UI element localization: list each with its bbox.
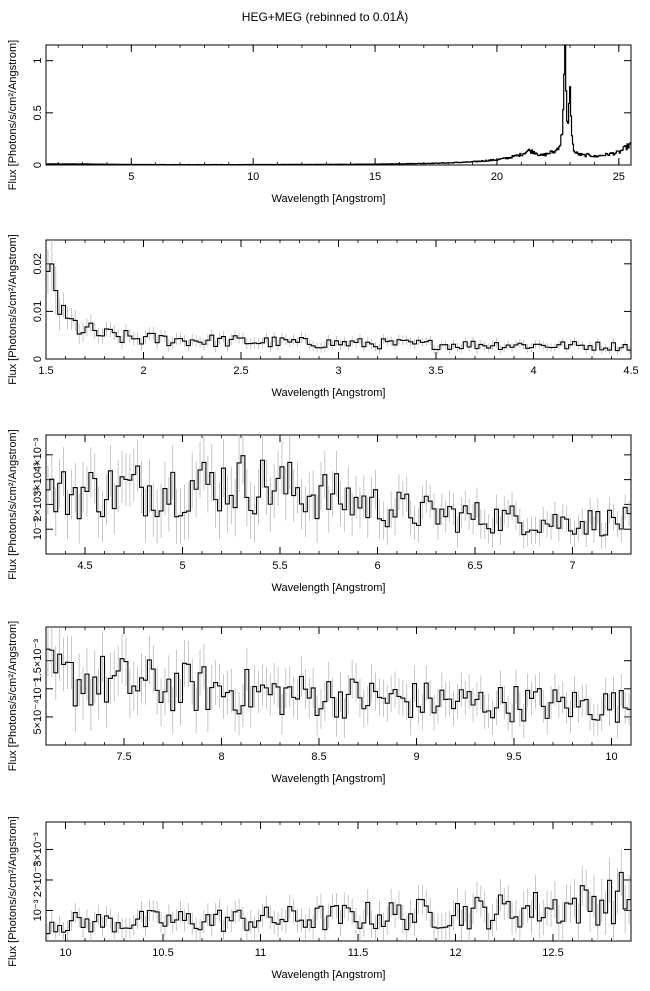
x-tick-label: 3.5: [428, 365, 443, 377]
error-bars: [47, 627, 630, 739]
y-axis-label: Flux [Photons/s/cm²/Angstrom]: [7, 621, 19, 771]
x-tick-label: 11: [255, 947, 266, 959]
y-tick-label: 0: [32, 162, 44, 168]
x-tick-label: 4.5: [623, 365, 638, 377]
spectrum-series: [46, 263, 631, 352]
x-tick-label: 12.5: [542, 947, 563, 959]
y-tick-label: 0.5: [32, 105, 44, 120]
x-axis-label: Wavelength [Angstrom]: [272, 193, 386, 205]
y-tick-label: 0: [32, 356, 44, 362]
y-axis-label: Flux [Photons/s/cm²/Angstrom]: [7, 234, 19, 384]
x-tick-label: 15: [369, 171, 381, 183]
spectrum-series: [46, 455, 631, 537]
x-tick-label: 6.5: [467, 560, 482, 572]
y-tick-label: 10⁻³: [32, 899, 44, 921]
error-bars: [47, 848, 630, 941]
x-tick-label: 10: [605, 751, 617, 763]
y-tick-label: 5×10⁻⁴: [32, 699, 44, 735]
y-tick-label: 3×10⁻³: [32, 832, 44, 867]
x-tick-label: 9.5: [506, 751, 521, 763]
error-bars: [47, 240, 630, 355]
y-tick-label: 1: [32, 58, 44, 64]
x-tick-label: 6: [374, 560, 380, 572]
x-tick-label: 12: [449, 947, 461, 959]
x-axis-label: Wavelength [Angstrom]: [272, 773, 386, 785]
y-tick-label: 2×10⁻³: [32, 863, 44, 898]
x-tick-label: 3: [335, 365, 341, 377]
x-tick-label: 1.5: [38, 365, 53, 377]
x-tick-label: 25: [613, 171, 625, 183]
x-axis-label: Wavelength [Angstrom]: [272, 582, 386, 594]
y-axis-label: Flux [Photons/s/cm²/Angstrom]: [7, 40, 19, 190]
spectrum-series: [46, 871, 631, 935]
y-tick-label: 0.02: [32, 253, 44, 274]
x-tick-label: 8: [218, 751, 224, 763]
x-axis-label: Wavelength [Angstrom]: [272, 969, 386, 981]
x-tick-label: 4.5: [77, 560, 92, 572]
y-tick-label: 2×10⁻³: [32, 487, 44, 522]
x-tick-label: 5: [128, 171, 134, 183]
x-tick-label: 9: [413, 751, 419, 763]
x-tick-label: 10: [59, 947, 71, 959]
x-tick-label: 2: [140, 365, 146, 377]
x-axis-label: Wavelength [Angstrom]: [272, 387, 386, 399]
x-tick-label: 11.5: [348, 947, 369, 959]
x-tick-label: 8.5: [311, 751, 326, 763]
x-tick-label: 7.5: [116, 751, 131, 763]
y-tick-label: 1.5×10⁻³: [32, 639, 44, 683]
y-tick-label: 10⁻³: [32, 678, 44, 700]
x-tick-label: 5.5: [272, 560, 287, 572]
spectrum-series: [46, 648, 631, 723]
x-tick-label: 20: [491, 171, 503, 183]
y-tick-label: 3×10⁻³: [32, 462, 44, 497]
y-axis-label: Flux [Photons/s/cm²/Angstrom]: [7, 816, 19, 966]
x-tick-label: 10: [247, 171, 259, 183]
spectrum-series: [46, 44, 631, 166]
figure-title: HEG+MEG (rebinned to 0.01Å): [241, 10, 409, 24]
x-tick-label: 7: [569, 560, 575, 572]
y-tick-label: 0.01: [32, 301, 44, 322]
y-axis-label: Flux [Photons/s/cm²/Angstrom]: [7, 429, 19, 579]
y-tick-label: 4×10⁻³: [32, 437, 44, 472]
x-tick-label: 10.5: [152, 947, 173, 959]
x-tick-label: 5: [179, 560, 185, 572]
plot-frame: [45, 44, 632, 166]
x-tick-label: 2.5: [233, 365, 248, 377]
x-tick-label: 4: [530, 365, 536, 377]
y-tick-label: 10⁻³: [32, 518, 44, 540]
